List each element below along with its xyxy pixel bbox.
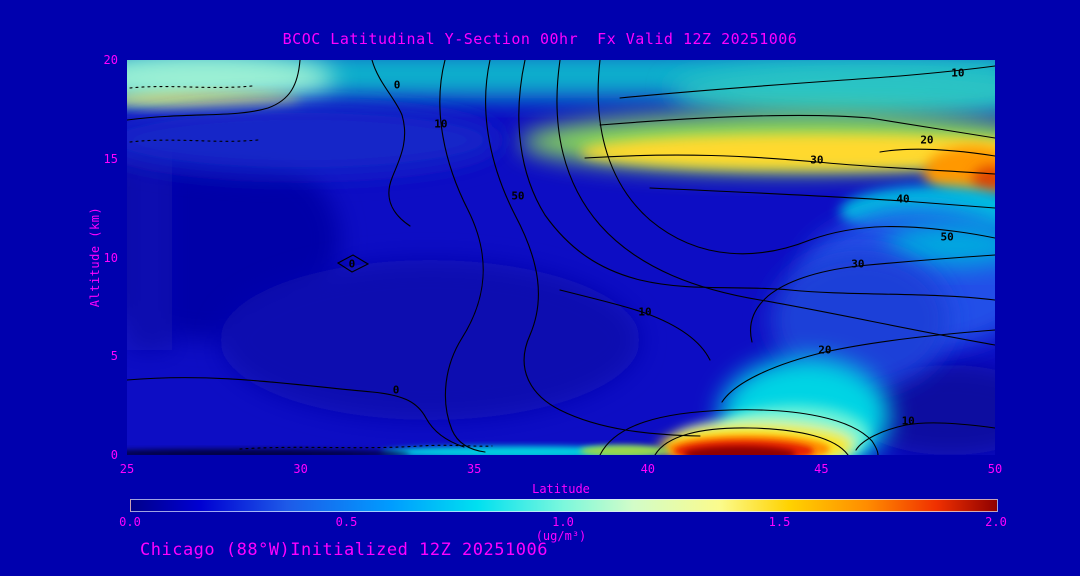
x-tick-label: 35 (466, 462, 482, 476)
y-tick-label: 0 (110, 448, 118, 462)
contour-lines (127, 60, 995, 455)
x-tick-label: 45 (814, 462, 829, 476)
y-tick-label: 15 (103, 151, 118, 166)
colorbar-tick-label: 0.0 (119, 515, 141, 529)
chart-title: BCOC Latitudinal Y-Section 00hr Fx Valid… (282, 30, 798, 48)
x-tick-label: 50 (987, 462, 1003, 476)
x-tick-label: 30 (293, 462, 308, 476)
colorbar-tick-label: 1.0 (552, 515, 574, 529)
colorbar-tick-label: 0.5 (335, 515, 358, 529)
y-tick-label: 20 (103, 53, 118, 67)
y-tick-label: 5 (110, 349, 118, 364)
x-tick-label: 40 (640, 462, 656, 476)
colorbar (130, 499, 998, 512)
y-tick-label: 10 (103, 250, 118, 265)
colorbar-tick-label: 1.5 (768, 515, 791, 529)
footer-caption: Chicago (88°W)Initialized 12Z 20251006 (140, 540, 548, 560)
filled-contour-field (127, 60, 995, 455)
x-axis-label: Latitude (532, 482, 590, 496)
x-tick-label: 25 (119, 462, 135, 476)
colorbar-tick-label: 2.0 (985, 515, 1007, 529)
colorbar-unit-label: (ug/m³) (535, 529, 587, 543)
